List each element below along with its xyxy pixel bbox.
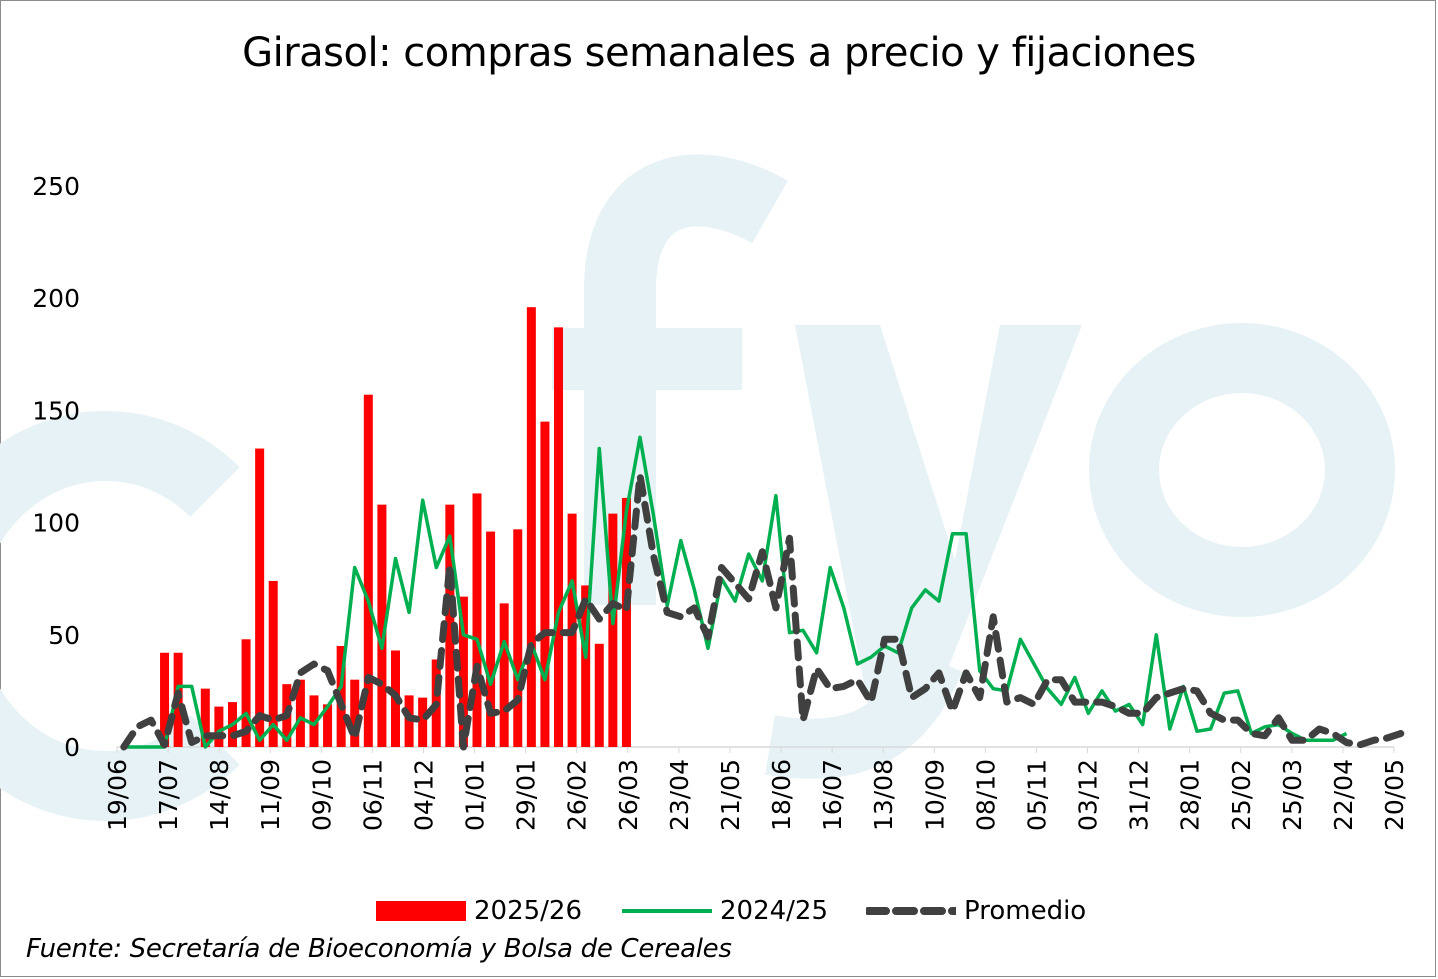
x-tick-label: 25/02 <box>1227 759 1256 831</box>
bar <box>255 448 265 747</box>
y-tick-label: 0 <box>64 733 80 762</box>
bar <box>160 652 170 747</box>
x-tick-label: 14/08 <box>205 759 234 831</box>
bar <box>363 394 373 747</box>
legend-swatch-bar <box>376 901 466 921</box>
chart-legend: 2025/26 2024/25 Promedio <box>0 893 1438 929</box>
bar <box>445 504 455 747</box>
y-tick-label: 200 <box>32 284 80 313</box>
x-tick-label: 04/12 <box>409 759 438 831</box>
legend-item-series-3: Promedio <box>866 893 1086 929</box>
x-tick-label: 08/10 <box>971 759 1000 831</box>
legend-swatch-dashed-line <box>866 907 956 915</box>
x-tick-label: 21/05 <box>716 759 745 831</box>
bar <box>323 704 333 747</box>
x-tick-label: 26/02 <box>563 759 592 831</box>
x-tick-label: 10/09 <box>920 759 949 831</box>
x-tick-label: 19/06 <box>103 759 132 831</box>
bar <box>513 529 523 747</box>
x-tick-label: 29/01 <box>512 759 541 831</box>
x-tick-label: 01/01 <box>461 759 490 831</box>
x-tick-label: 03/12 <box>1074 759 1103 831</box>
x-tick-label: 17/07 <box>154 759 183 831</box>
legend-swatch-green-line <box>622 909 712 913</box>
x-tick-label: 18/06 <box>767 759 796 831</box>
x-tick-label: 31/12 <box>1125 759 1154 831</box>
x-tick-label: 28/01 <box>1176 759 1205 831</box>
bar <box>554 327 564 747</box>
legend-item-series-1: 2025/26 <box>376 893 582 929</box>
x-tick-label: 16/07 <box>818 759 847 831</box>
y-tick-label: 100 <box>32 509 80 538</box>
bar <box>268 580 278 747</box>
bar <box>418 697 428 747</box>
x-tick-label: 06/11 <box>358 759 387 831</box>
legend-label-series-3: Promedio <box>964 896 1087 926</box>
x-tick-label: 23/04 <box>665 759 694 831</box>
bar <box>608 513 618 747</box>
y-tick-label: 50 <box>48 621 80 650</box>
bar <box>458 596 468 747</box>
series-line-green <box>123 435 1348 749</box>
x-tick-label: 13/08 <box>869 759 898 831</box>
bar <box>499 603 509 747</box>
bar <box>309 695 319 747</box>
bar <box>241 639 251 747</box>
x-tick-label: 11/09 <box>256 759 285 831</box>
source-note: Fuente: Secretaría de Bioeconomía y Bols… <box>26 934 732 964</box>
bar <box>472 493 482 747</box>
chart-title: Girasol: compras semanales a precio y fi… <box>242 30 1196 76</box>
legend-label-series-1: 2025/26 <box>474 896 583 926</box>
x-tick-label: 25/03 <box>1278 759 1307 831</box>
y-tick-label: 250 <box>32 172 80 201</box>
legend-label-series-2: 2024/25 <box>720 896 829 926</box>
series-line-dashed <box>120 472 1405 751</box>
watermark-logo <box>0 154 1395 821</box>
legend-item-series-2: 2024/25 <box>622 893 828 929</box>
x-tick-label: 22/04 <box>1329 759 1358 831</box>
bar <box>214 706 224 747</box>
bar <box>526 307 536 747</box>
bar <box>621 497 631 747</box>
bar <box>350 679 360 747</box>
bar <box>486 531 496 747</box>
bar <box>594 643 604 747</box>
x-tick-label: 05/11 <box>1022 759 1051 831</box>
bar <box>581 585 591 747</box>
y-tick-label: 150 <box>32 396 80 425</box>
x-tick-label: 26/03 <box>614 759 643 831</box>
bar <box>377 504 387 747</box>
bar <box>295 679 305 747</box>
x-tick-label: 09/10 <box>307 759 336 831</box>
bar <box>540 421 550 747</box>
x-tick-label: 20/05 <box>1380 759 1409 831</box>
bar <box>200 688 210 747</box>
